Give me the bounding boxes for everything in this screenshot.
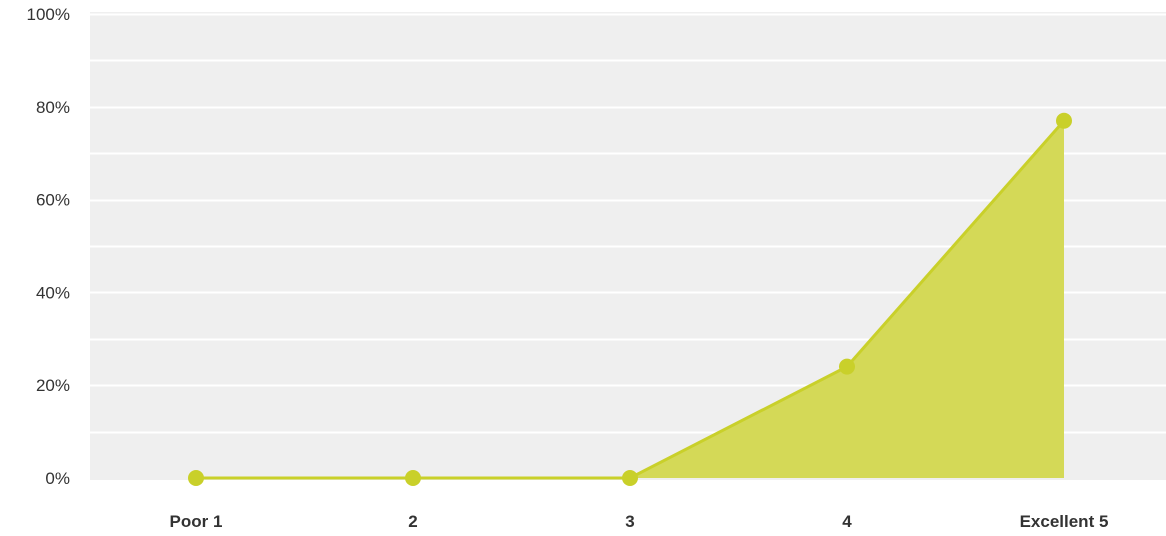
grid-lines — [90, 13, 1166, 434]
x-axis: Poor 1 2 3 4 Excellent 5 — [170, 512, 1109, 531]
x-tick-label: 3 — [625, 512, 634, 531]
series-area-fill — [196, 120, 1064, 478]
x-tick-label: 4 — [842, 512, 852, 531]
x-tick-label: Excellent 5 — [1020, 512, 1109, 531]
y-tick-label: 20% — [36, 376, 70, 395]
data-point-marker[interactable] — [622, 470, 638, 486]
y-tick-label: 0% — [45, 469, 70, 488]
y-tick-label: 60% — [36, 191, 70, 210]
data-point-marker[interactable] — [405, 470, 421, 486]
x-tick-label: 2 — [408, 512, 417, 531]
data-point-marker[interactable] — [188, 470, 204, 486]
y-tick-label: 40% — [36, 283, 70, 302]
data-point-marker[interactable] — [1056, 112, 1072, 129]
data-point-marker[interactable] — [839, 358, 855, 375]
series-markers — [188, 112, 1072, 486]
y-tick-label: 80% — [36, 98, 70, 117]
y-tick-label: 100% — [27, 5, 70, 24]
x-tick-label: Poor 1 — [170, 512, 223, 531]
y-axis: 0% 20% 40% 60% 80% 100% — [27, 5, 70, 488]
